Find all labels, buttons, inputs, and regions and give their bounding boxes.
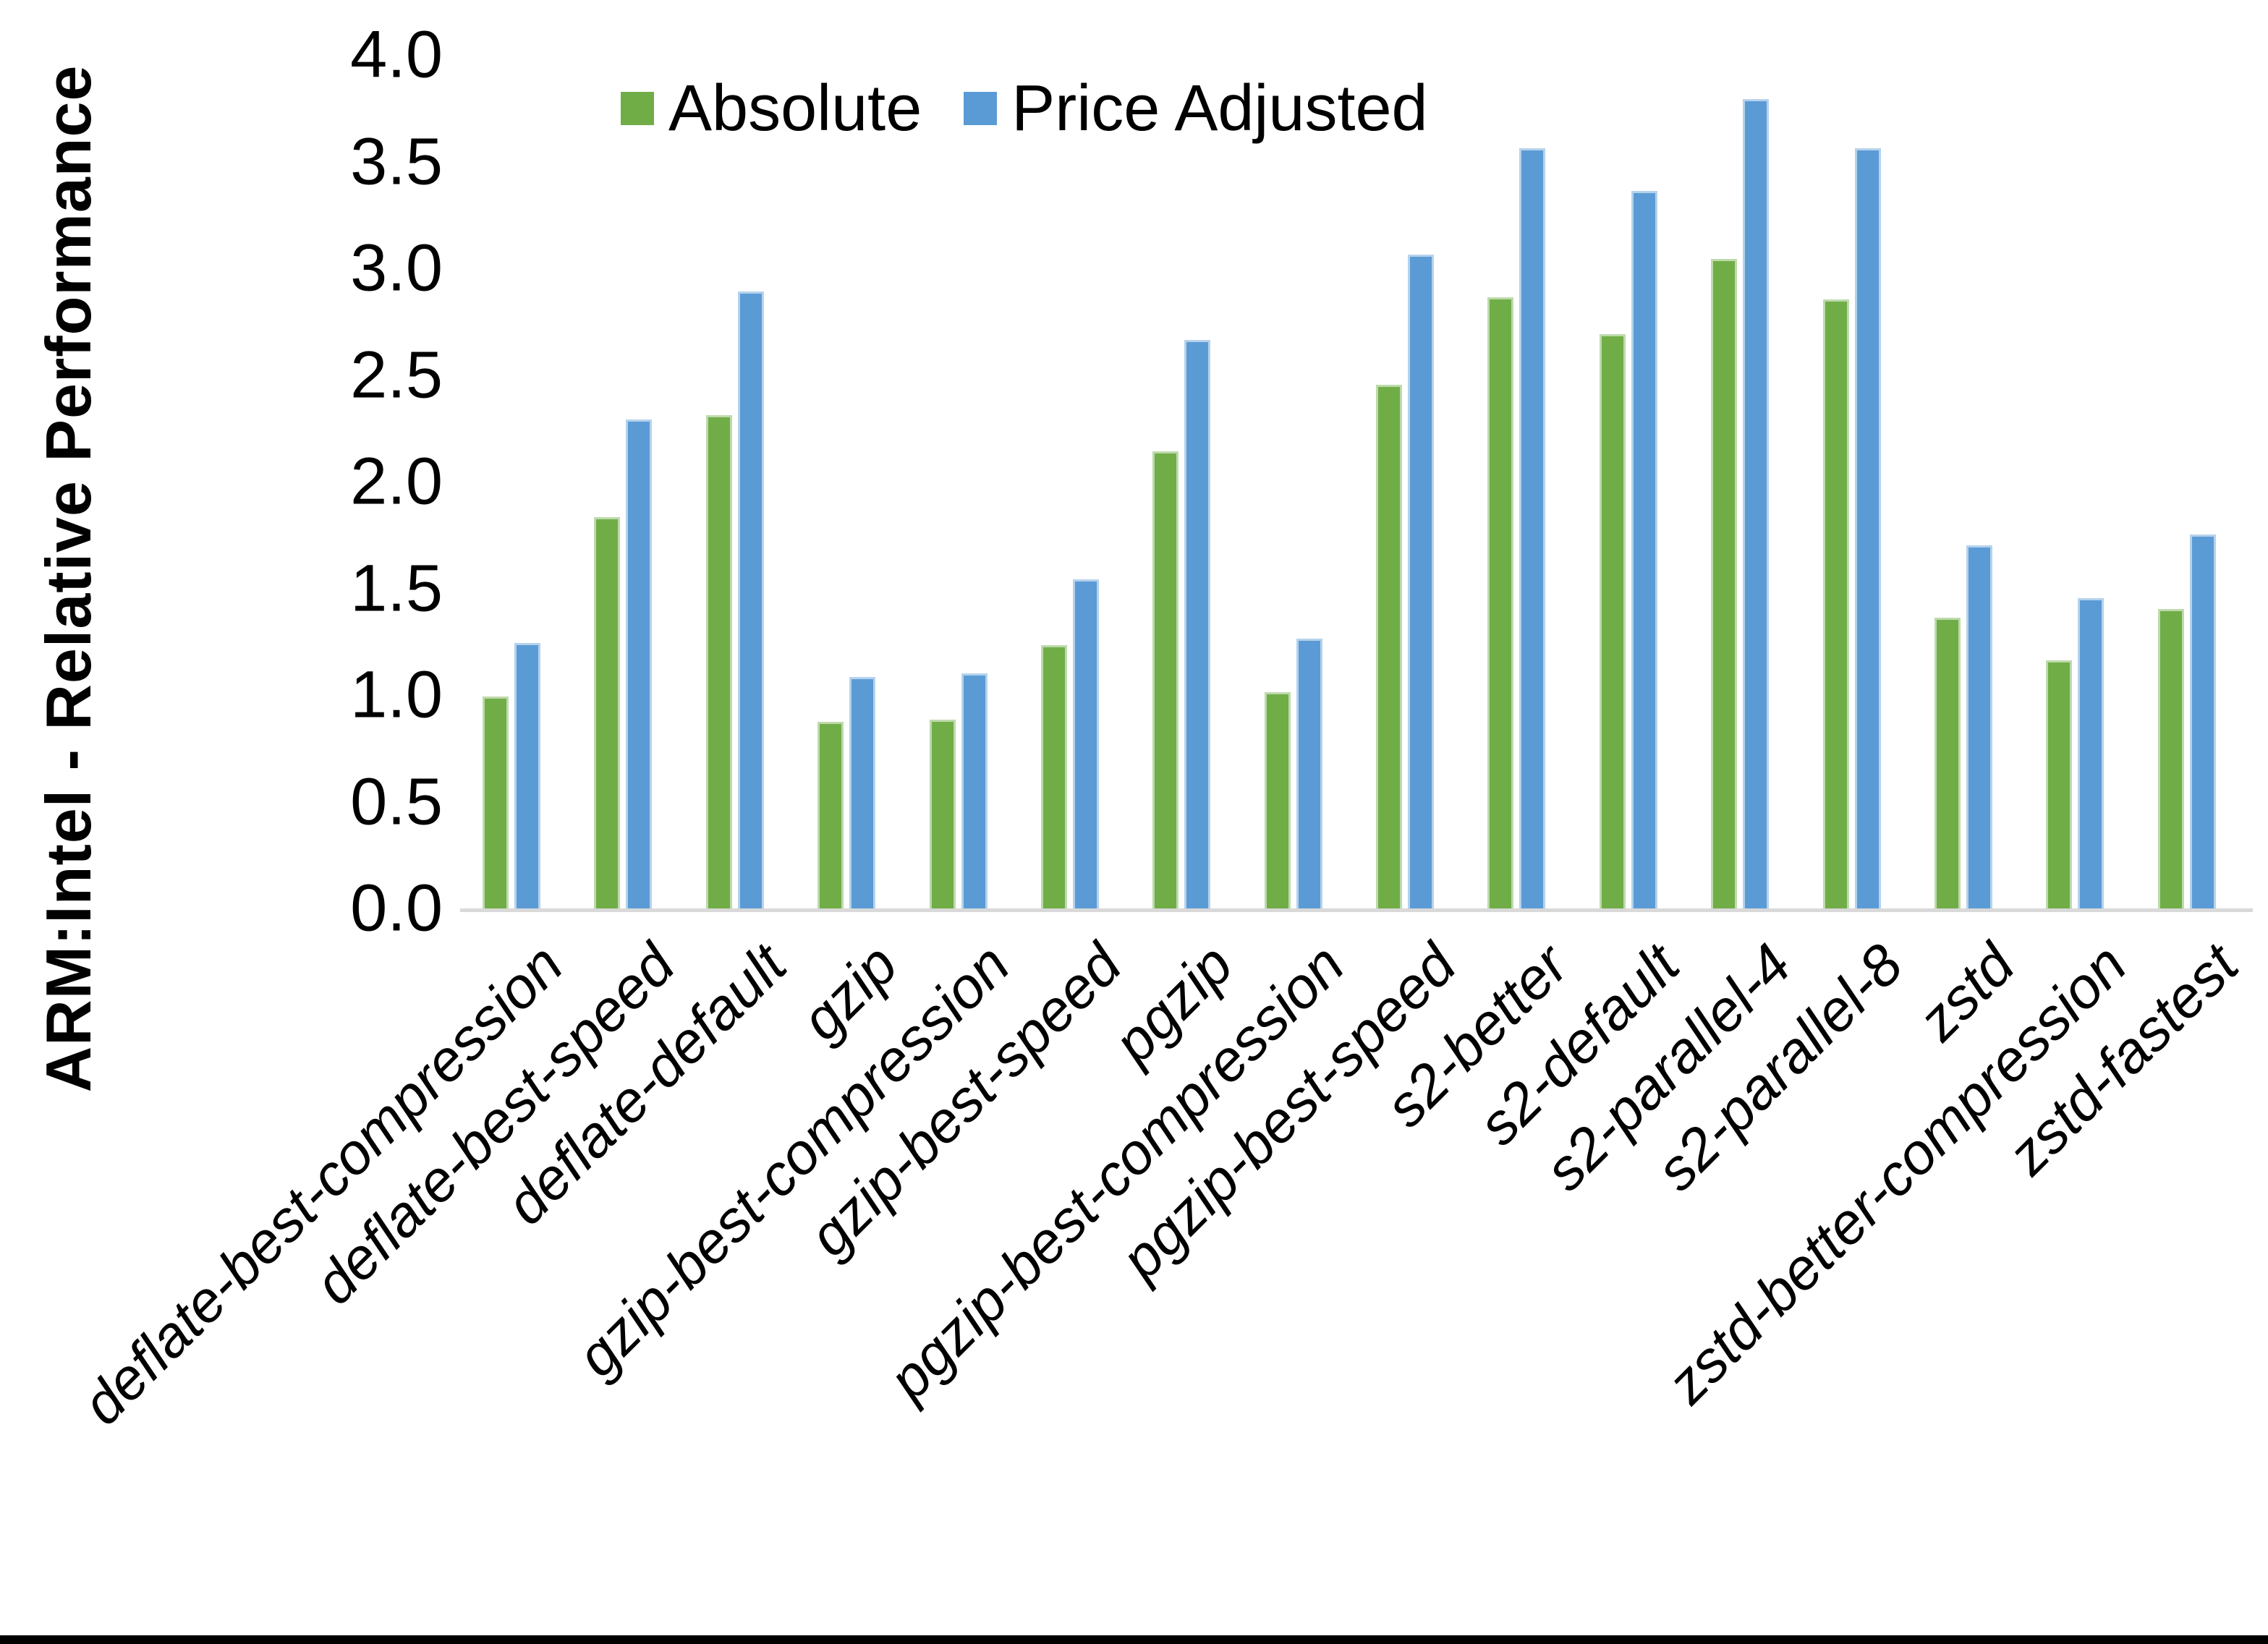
bar-group-deflate-best-compression — [463, 43, 574, 910]
plot-area — [463, 43, 2250, 910]
y-tick-label: 1.0 — [350, 657, 443, 732]
y-axis-title: ARM:Intel - Relative Performance — [33, 64, 104, 1093]
bar-absolute-gzip-best-compression — [929, 720, 956, 910]
legend-item-price-adjusted: Price Adjusted — [964, 72, 1428, 145]
bar-price-adjusted-gzip — [849, 677, 876, 910]
bar-price-adjusted-deflate-default — [737, 291, 764, 910]
bar-price-adjusted-gzip-best-compression — [961, 673, 988, 910]
bar-price-adjusted-s2-parallel-4 — [1743, 99, 1770, 910]
bar-price-adjusted-pgzip-best-speed — [1408, 255, 1434, 910]
bar-price-adjusted-s2-better — [1519, 148, 1546, 910]
bar-absolute-zstd-fastest — [2157, 609, 2184, 910]
bar-absolute-s2-parallel-8 — [1822, 299, 1849, 910]
bar-absolute-s2-parallel-4 — [1711, 259, 1738, 910]
bar-absolute-deflate-best-compression — [483, 697, 509, 910]
legend-item-absolute: Absolute — [621, 76, 922, 141]
bar-absolute-s2-default — [1599, 333, 1626, 910]
y-tick-label: 2.5 — [350, 337, 443, 412]
y-tick-label: 4.0 — [350, 17, 443, 92]
bar-absolute-gzip-best-speed — [1040, 645, 1067, 910]
bar-absolute-pgzip-best-speed — [1376, 385, 1402, 910]
bar-group-s2-default — [1580, 43, 1691, 910]
bar-price-adjusted-deflate-best-speed — [626, 419, 653, 910]
bar-group-deflate-best-speed — [574, 43, 686, 910]
bar-group-s2-better — [1468, 43, 1579, 910]
bar-price-adjusted-deflate-best-compression — [514, 643, 540, 910]
bar-group-pgzip-best-compression — [1245, 43, 1356, 910]
x-axis-line — [460, 908, 2253, 912]
bar-price-adjusted-zstd-better-compression — [2078, 598, 2105, 910]
bar-absolute-zstd — [1934, 617, 1961, 910]
y-tick-label: 3.0 — [350, 231, 443, 305]
y-tick-label: 2.0 — [350, 444, 443, 519]
bar-group-gzip-best-compression — [910, 43, 1022, 910]
y-tick-label: 0.5 — [350, 764, 443, 838]
bar-absolute-deflate-best-speed — [594, 517, 621, 910]
bar-group-pgzip-best-speed — [1356, 43, 1468, 910]
bar-price-adjusted-pgzip-best-compression — [1296, 639, 1322, 910]
bar-group-pgzip — [1133, 43, 1244, 910]
bar-absolute-gzip — [817, 722, 844, 910]
legend-swatch-icon — [621, 92, 654, 125]
bar-group-zstd-fastest — [2139, 43, 2250, 910]
window-bottom-border — [0, 1635, 2268, 1644]
bar-absolute-pgzip — [1152, 451, 1179, 910]
legend-label: Price Adjusted — [1011, 72, 1428, 145]
y-tick-label: 1.5 — [350, 550, 443, 625]
bar-price-adjusted-s2-parallel-8 — [1854, 148, 1881, 910]
bar-group-gzip — [798, 43, 909, 910]
bar-group-s2-parallel-8 — [1804, 43, 1915, 910]
legend-label: Absolute — [668, 72, 922, 145]
bar-absolute-s2-better — [1487, 297, 1514, 910]
bar-absolute-pgzip-best-compression — [1264, 692, 1291, 910]
bar-absolute-zstd-better-compression — [2046, 660, 2073, 910]
bar-price-adjusted-s2-default — [1631, 190, 1657, 910]
y-tick-label: 3.5 — [350, 124, 443, 198]
bar-price-adjusted-zstd — [1966, 545, 1992, 910]
legend-swatch-icon — [964, 92, 998, 125]
bar-group-zstd — [1915, 43, 2026, 910]
bar-absolute-deflate-default — [705, 414, 732, 910]
bar-group-zstd-better-compression — [2026, 43, 2138, 910]
bar-price-adjusted-gzip-best-speed — [1072, 579, 1099, 910]
bar-group-deflate-default — [687, 43, 798, 910]
bar-group-s2-parallel-4 — [1691, 43, 1803, 910]
bar-price-adjusted-pgzip — [1184, 340, 1211, 910]
bar-group-gzip-best-speed — [1022, 43, 1133, 910]
x-category-label-deflate-best-compression: deflate-best-compression — [69, 932, 575, 1437]
bar-price-adjusted-zstd-fastest — [2189, 534, 2216, 910]
y-tick-label: 0.0 — [350, 871, 443, 945]
legend: Absolute Price Adjusted — [621, 76, 1428, 141]
